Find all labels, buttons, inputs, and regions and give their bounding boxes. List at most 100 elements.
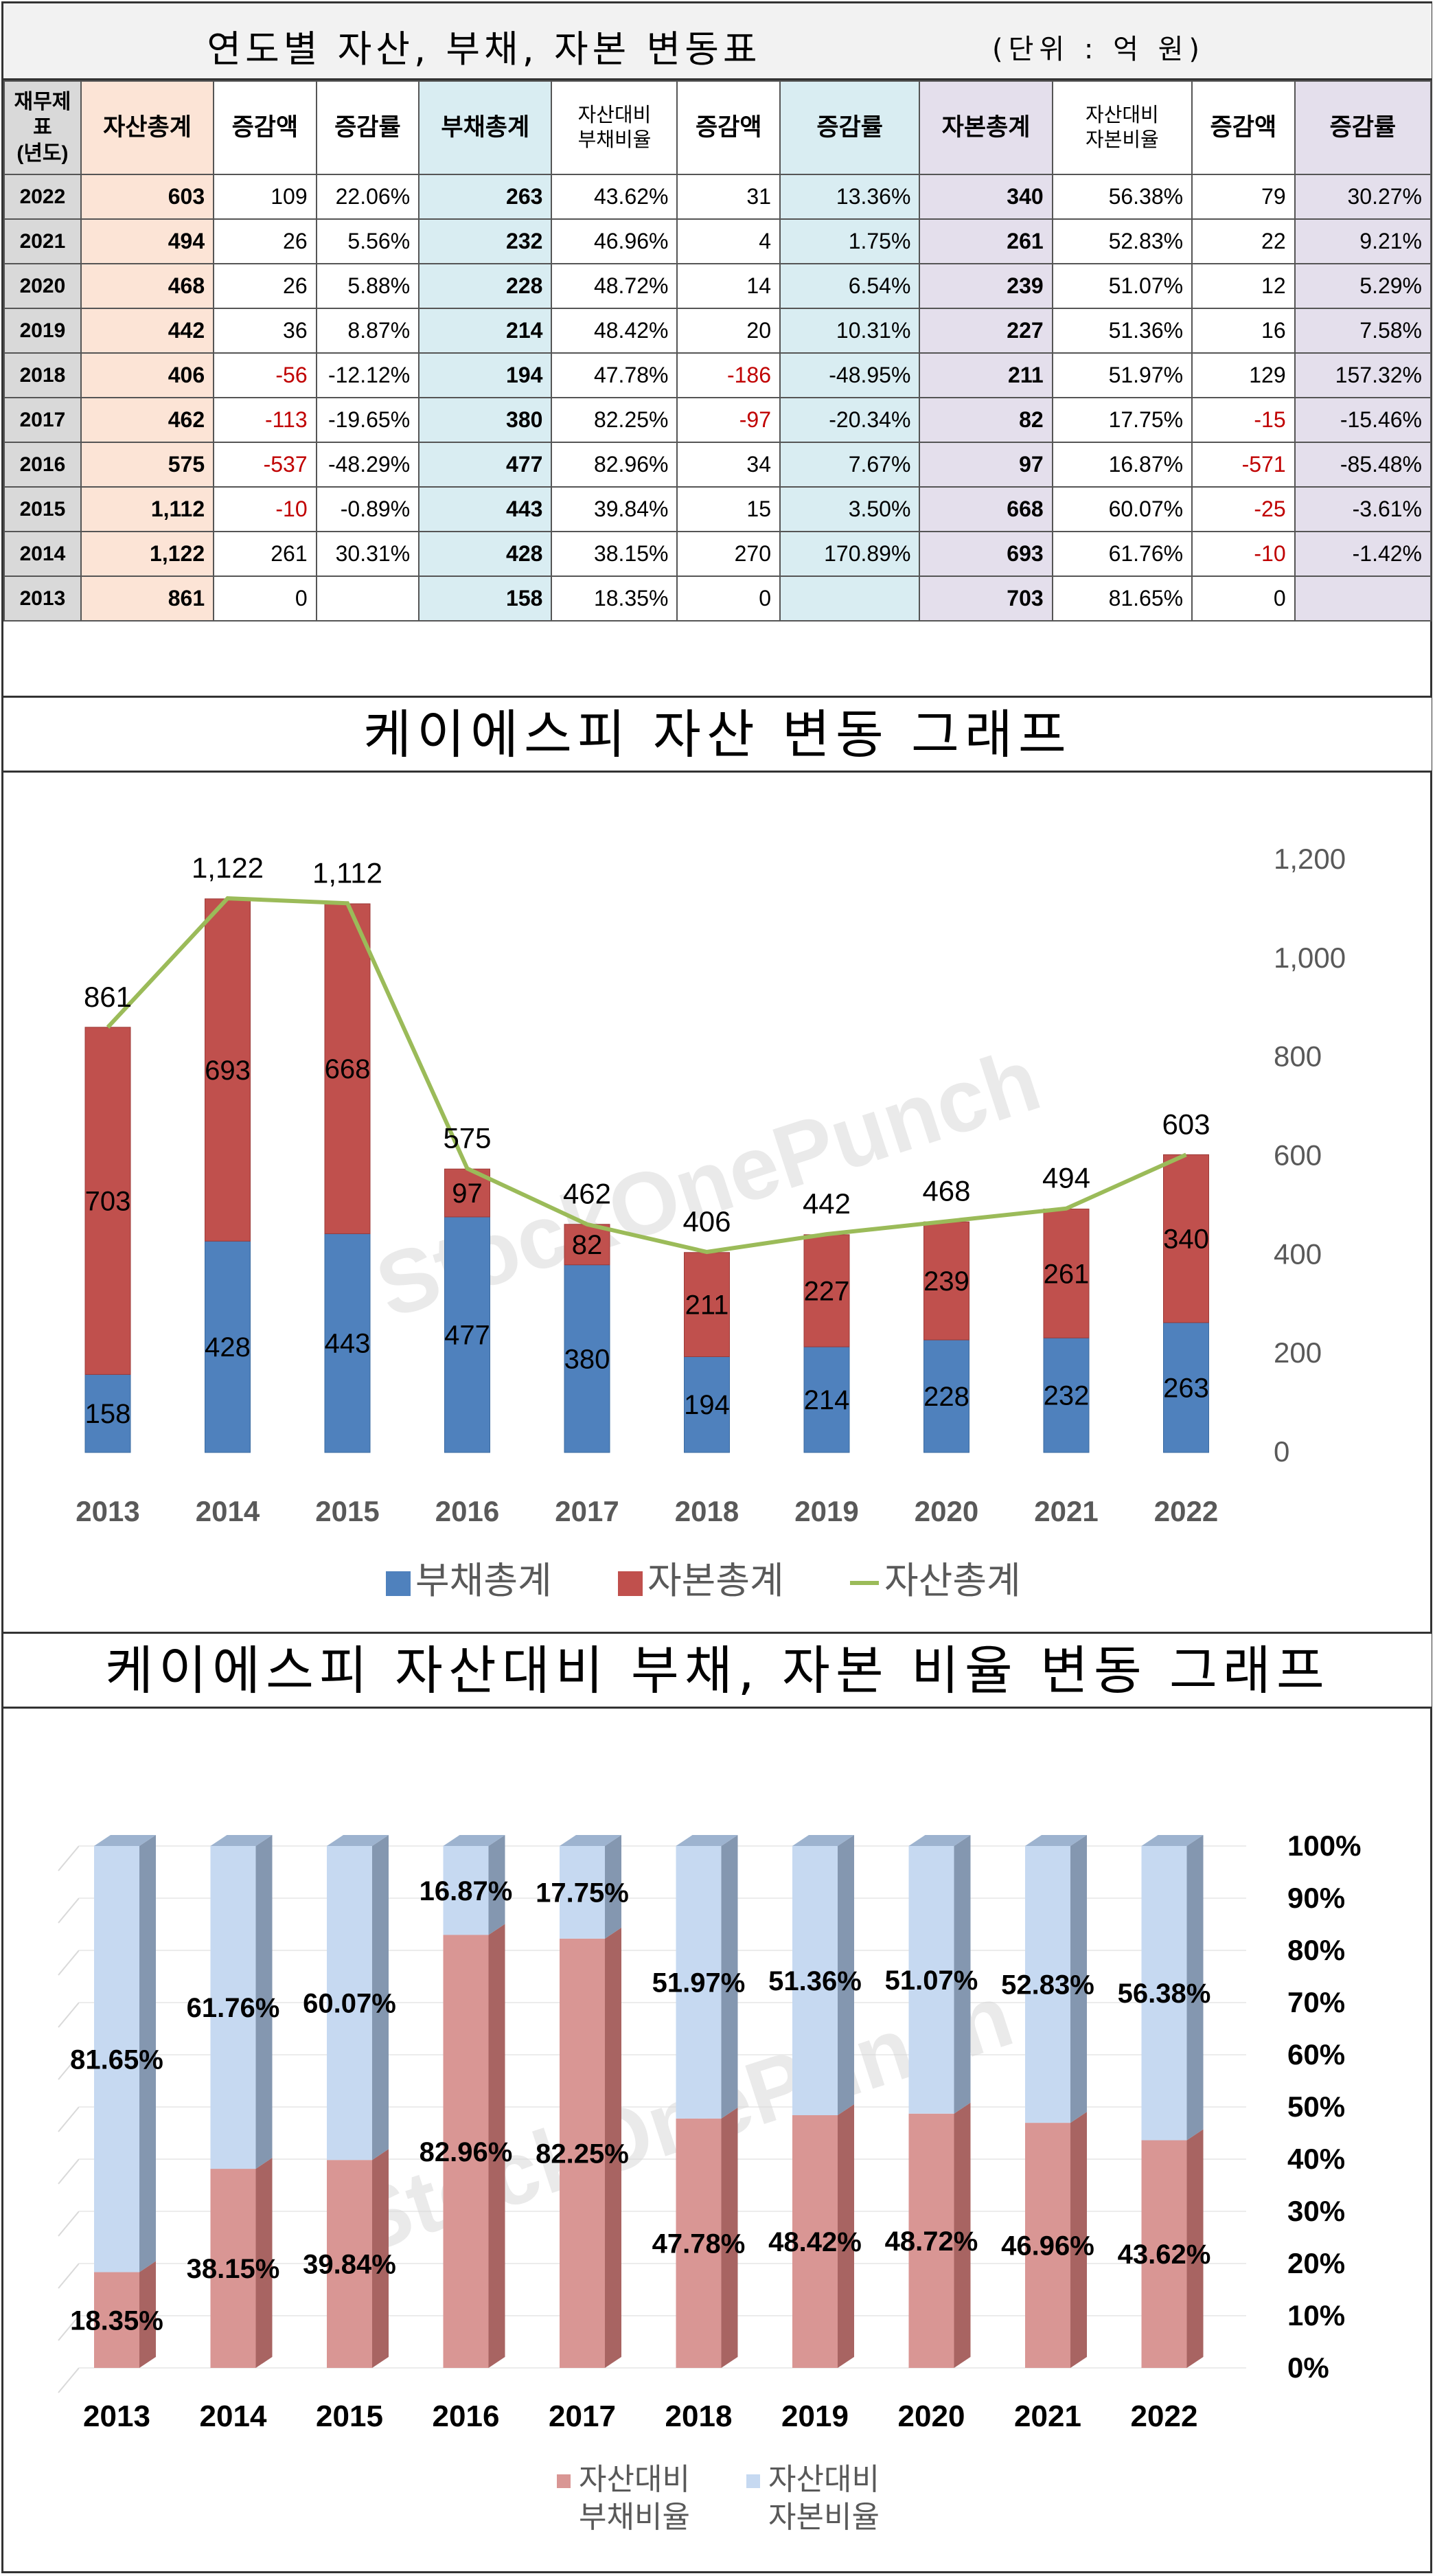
debt-bar	[443, 1935, 489, 2368]
x-tick-label: 2021	[1034, 1495, 1098, 1527]
table-cell: -19.65%	[315, 397, 420, 443]
equity-bar	[923, 1221, 969, 1341]
debt-label: 18.35%	[70, 2305, 163, 2336]
table-cell	[315, 575, 420, 622]
equity-bar-side	[255, 1835, 273, 2169]
table-row: 2014 1,122 261 30.31% 428 38.15% 270 170.89% 693…	[3, 531, 1432, 577]
equity-bar-side	[1186, 1835, 1204, 2141]
liability-label: 443	[325, 1329, 371, 1359]
table-cell	[779, 575, 921, 622]
legend-equity-label: 자본총계	[647, 1560, 784, 1602]
table-cell: 82.96%	[551, 442, 678, 488]
table-cell: 56.38%	[1051, 174, 1193, 220]
table-cell: 12	[1191, 263, 1296, 309]
y-tick-label: 600	[1274, 1139, 1322, 1172]
x-tick-label: 2018	[675, 1495, 739, 1527]
liability-bar	[1043, 1337, 1090, 1453]
debt-bar	[327, 2160, 372, 2368]
table-cell: -97	[676, 397, 781, 443]
table-cell: 51.07%	[1051, 263, 1193, 309]
debt-label: 48.72%	[885, 2226, 978, 2257]
y-tick-label: 200	[1274, 1336, 1322, 1369]
table-header-cell: 증감률	[315, 80, 420, 175]
table-cell: 7.67%	[779, 442, 921, 488]
asset-label: 406	[682, 1205, 731, 1238]
table-cell: 30.27%	[1294, 174, 1432, 220]
grid-slant	[58, 2054, 80, 2080]
equity-bar-top	[210, 1835, 273, 1846]
table-title-bar: 연도별 자산, 부채, 자본 변동표 (단위 : 억 원)	[3, 3, 1432, 80]
liability-label: 232	[1044, 1381, 1090, 1411]
equity-bar	[327, 1846, 372, 2161]
x-tick-label: 2013	[83, 2400, 150, 2433]
asset-label: 494	[1042, 1162, 1090, 1194]
asset-label: 603	[1162, 1108, 1210, 1140]
y-tick-label: 90%	[1287, 1882, 1345, 1914]
legend-asset-label: 자산총계	[884, 1560, 1021, 1602]
table-cell: 228	[418, 263, 553, 309]
table-cell: 239	[919, 263, 1053, 309]
table-cell: 5.56%	[315, 218, 420, 264]
table-row: 2017 462 -113 -19.65% 380 82.25% -97 -20.34% 82 1…	[3, 397, 1432, 443]
table-cell: 109	[213, 174, 317, 220]
debt-bar-side	[1186, 2129, 1204, 2368]
table-header-cell: 증감률	[1294, 80, 1432, 175]
table-year-cell: 2013	[3, 575, 82, 622]
table-cell: -186	[676, 352, 781, 398]
table-cell: 16.87%	[1051, 442, 1193, 488]
debt-bar	[210, 2169, 256, 2368]
equity-bar-top	[443, 1835, 505, 1846]
asset-label: 1,112	[312, 856, 382, 889]
y-tick-label: 0%	[1287, 2351, 1329, 2384]
table-cell: 211	[919, 352, 1053, 398]
table-cell: 668	[919, 486, 1053, 532]
x-tick-label: 2020	[915, 1495, 978, 1527]
y-tick-label: 30%	[1287, 2195, 1345, 2227]
table-header-cell: 증감액	[213, 80, 317, 175]
debt-bar-side	[721, 2107, 738, 2368]
x-tick-label: 2019	[781, 2400, 849, 2433]
x-tick-label: 2020	[898, 2400, 965, 2433]
table-cell: 5.88%	[315, 263, 420, 309]
table-cell: 26	[213, 263, 317, 309]
table-cell: 10.31%	[779, 308, 921, 354]
table-cell: 51.97%	[1051, 352, 1193, 398]
equity-bar	[908, 1846, 954, 2114]
table-cell: 270	[676, 531, 781, 577]
debt-bar-side	[372, 2149, 389, 2368]
table-cell: 48.72%	[551, 263, 678, 309]
table-year-cell: 2017	[3, 397, 82, 443]
table-cell: 261	[213, 531, 317, 577]
table-cell: 51.36%	[1051, 308, 1193, 354]
liability-bar	[684, 1356, 730, 1453]
debt-bar-side	[1070, 2112, 1087, 2368]
liability-bar	[324, 1233, 371, 1453]
table-cell: -0.89%	[315, 486, 420, 532]
table-cell	[1294, 575, 1432, 622]
table-header-cell: 자산총계	[80, 80, 215, 175]
table-year-cell: 2022	[3, 174, 82, 220]
legend-equity-label-line1: 자산대비	[768, 2463, 880, 2496]
equity-bar	[1163, 1154, 1209, 1323]
debt-label: 48.42%	[768, 2227, 862, 2257]
table-cell: 97	[919, 442, 1053, 488]
x-tick-label: 2019	[794, 1495, 858, 1527]
table-cell: -48.95%	[779, 352, 921, 398]
table-header-cell: 자산대비 자본비율	[1051, 80, 1193, 175]
legend-debt-swatch	[557, 2474, 571, 2488]
equity-label: 211	[685, 1290, 729, 1321]
equity-label: 227	[804, 1276, 850, 1306]
equity-label: 16.87%	[420, 1876, 513, 1906]
table-cell: 861	[80, 575, 215, 622]
table-year-cell: 2020	[3, 263, 82, 309]
equity-label: 51.97%	[652, 1968, 746, 1998]
debt-bar	[908, 2113, 954, 2368]
equity-label: 703	[85, 1187, 131, 1217]
ratio-chart: 0%10%20%30%40%50%60%70%80%90%100%StockOn…	[58, 1830, 1361, 2534]
equity-bar	[1141, 1846, 1187, 2141]
table-cell: 1,112	[80, 486, 215, 532]
equity-bar	[94, 1846, 139, 2272]
equity-bar	[792, 1846, 838, 2116]
debt-label: 47.78%	[652, 2229, 746, 2259]
debt-bar	[1141, 2140, 1187, 2368]
